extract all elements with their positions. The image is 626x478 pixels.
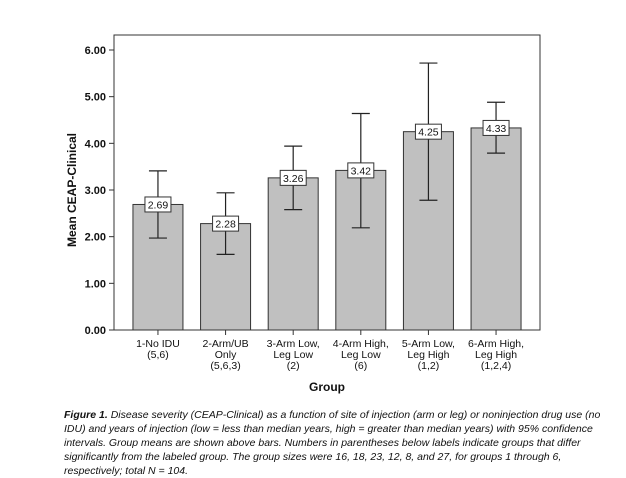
x-tick-label-line: Leg High bbox=[475, 349, 517, 361]
value-label-box bbox=[414, 123, 442, 140]
bar-chart: 0.00 1.00 2.00 3.00 4.00 5.00 6.00 2.69 2.28 3.2… bbox=[65, 34, 541, 394]
x-tick-label-line: (1,2) bbox=[418, 360, 440, 372]
value-label-box bbox=[347, 162, 375, 179]
x-tick-label-line: (5,6) bbox=[147, 349, 169, 361]
x-tick-label: 5-Arm Low, Leg High (1,2) bbox=[402, 338, 455, 372]
caption-label: Figure 1. bbox=[64, 409, 108, 421]
y-tick-label: 5.00 bbox=[85, 92, 106, 104]
x-tick-label: 1-No IDU (5,6) bbox=[136, 338, 180, 361]
x-tick-label-line: Leg Low bbox=[341, 349, 381, 361]
x-tick-label-line: Only bbox=[215, 349, 237, 361]
value-label-box bbox=[212, 215, 240, 232]
x-tick-label-line: Leg Low bbox=[273, 349, 313, 361]
y-tick-label: 0.00 bbox=[85, 325, 106, 337]
x-tick-label-line: 5-Arm Low, bbox=[402, 338, 455, 350]
value-label: 3.42 bbox=[351, 165, 372, 177]
value-label: 4.33 bbox=[486, 123, 507, 135]
y-tick-label: 3.00 bbox=[85, 185, 106, 197]
x-tick-label-line: 1-No IDU bbox=[136, 338, 180, 350]
x-tick-label-line: (5,6,3) bbox=[210, 360, 240, 372]
x-tick-label-line: (2) bbox=[287, 360, 300, 372]
x-tick-label: 4-Arm High, Leg Low (6) bbox=[333, 338, 389, 372]
x-tick-label-line: (6) bbox=[354, 360, 367, 372]
value-label: 3.26 bbox=[283, 173, 304, 185]
value-label-box bbox=[144, 196, 172, 213]
bar bbox=[470, 127, 522, 331]
y-axis-label: Mean CEAP-Clinical bbox=[65, 133, 79, 247]
x-tick-label-line: 6-Arm High, bbox=[468, 338, 524, 350]
value-label: 2.28 bbox=[215, 219, 236, 231]
y-tick-label: 1.00 bbox=[85, 278, 106, 290]
value-label: 4.25 bbox=[418, 127, 439, 139]
caption-text: Disease severity (CEAP-Clinical) as a fu… bbox=[64, 409, 601, 477]
x-axis-label: Group bbox=[309, 380, 345, 394]
bars-group: 2.69 2.28 3.26 3.42 4.25 4.33 bbox=[132, 62, 522, 331]
x-tick-label-line: 3-Arm Low, bbox=[267, 338, 320, 350]
y-tick-label: 6.00 bbox=[85, 45, 106, 57]
x-tick-label: 6-Arm High, Leg High (1,2,4) bbox=[468, 338, 524, 372]
value-label-box bbox=[482, 119, 510, 136]
value-label: 2.69 bbox=[148, 199, 169, 211]
y-tick-label: 4.00 bbox=[85, 138, 106, 150]
x-tick-label-line: Leg High bbox=[407, 349, 449, 361]
x-tick-label: 2-Arm/UB Only (5,6,3) bbox=[203, 338, 249, 372]
x-tick-label-line: (1,2,4) bbox=[481, 360, 511, 372]
y-axis: 0.00 1.00 2.00 3.00 4.00 5.00 6.00 bbox=[85, 45, 114, 337]
x-axis: 1-No IDU (5,6) 2-Arm/UB Only (5,6,3) 3-Arm Lo… bbox=[114, 329, 540, 372]
x-tick-label: 3-Arm Low, Leg Low (2) bbox=[267, 338, 320, 372]
y-tick-label: 2.00 bbox=[85, 232, 106, 244]
x-tick-label-line: 2-Arm/UB bbox=[203, 338, 249, 350]
figure-caption: Figure 1. Disease severity (CEAP-Clinica… bbox=[64, 408, 604, 478]
value-label-box bbox=[279, 169, 307, 186]
x-tick-label-line: 4-Arm High, bbox=[333, 338, 389, 350]
